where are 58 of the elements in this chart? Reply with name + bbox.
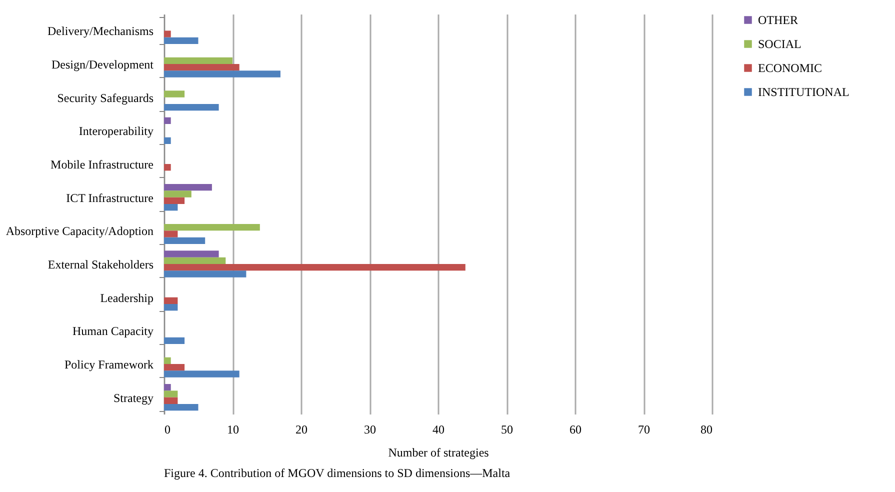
y-tick-label: Absorptive Capacity/Adoption	[6, 224, 154, 238]
bar	[164, 264, 466, 271]
bar	[164, 90, 185, 98]
y-tick-label: External Stakeholders	[48, 258, 154, 272]
bar	[164, 404, 198, 411]
bar	[164, 337, 185, 344]
y-tick-label: Delivery/Mechanisms	[48, 24, 154, 38]
bar	[164, 224, 260, 231]
y-tick-label: Mobile Infrastructure	[50, 158, 154, 172]
bar	[164, 30, 171, 38]
bar	[164, 270, 246, 278]
bar	[164, 137, 171, 144]
bar	[164, 70, 280, 78]
bar	[164, 37, 198, 44]
x-tick-label: 10	[227, 422, 239, 436]
x-tick-label: 60	[570, 422, 582, 436]
bar	[164, 164, 171, 171]
y-tick-label: Leadership	[100, 290, 154, 305]
y-tick-label: Human Capacity	[72, 324, 154, 338]
legend-label: INSTITUTIONAL	[758, 85, 850, 99]
y-tick-label: Security Safeguards	[57, 90, 154, 105]
x-axis-title: Number of strategies	[388, 446, 490, 460]
bar	[164, 297, 178, 304]
bar	[164, 204, 178, 211]
bar	[164, 197, 185, 204]
x-tick-label: 70	[638, 422, 650, 436]
bar	[164, 104, 219, 111]
y-tick-label: Policy Framework	[64, 358, 154, 372]
bar	[164, 190, 192, 198]
bar	[164, 250, 219, 258]
bar	[164, 357, 171, 364]
y-tick-label: Strategy	[114, 390, 154, 405]
legend-label: ECONOMIC	[758, 61, 822, 75]
bar	[164, 57, 232, 64]
bar	[164, 370, 240, 378]
bar	[164, 230, 178, 238]
legend-label: OTHER	[758, 13, 798, 27]
caption: Figure 4. Contribution of MGOV dimensions to SD dimensions—Malta	[164, 466, 511, 480]
bar	[164, 64, 240, 71]
bar	[164, 237, 206, 244]
legend-label: SOCIAL	[758, 37, 802, 51]
y-tick-label: ICT Infrastructure	[66, 190, 154, 205]
y-tick-label: Design/Development	[52, 58, 154, 72]
bar	[164, 184, 212, 191]
x-tick-label: 0	[164, 422, 170, 436]
bar	[164, 117, 171, 124]
bar	[164, 257, 226, 264]
y-tick-label: Interoperability	[78, 124, 154, 138]
x-tick-label: 80	[700, 422, 712, 436]
x-tick-label: 50	[501, 422, 513, 436]
bar	[164, 390, 178, 398]
x-tick-label: 20	[296, 422, 308, 436]
bar	[164, 304, 178, 311]
x-tick-label: 40	[432, 422, 444, 436]
bar	[164, 364, 185, 371]
bar	[164, 384, 171, 391]
bar	[164, 397, 178, 404]
x-tick-label: 30	[364, 422, 376, 436]
